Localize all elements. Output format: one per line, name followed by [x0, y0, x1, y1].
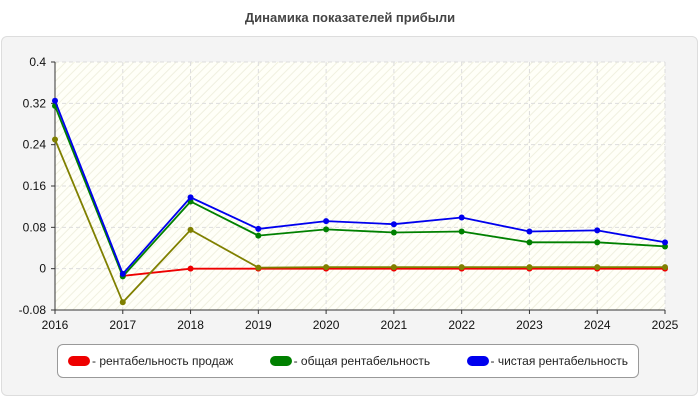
- series-point-1[interactable]: [458, 264, 465, 271]
- series-point-3[interactable]: [594, 227, 601, 234]
- y-tick-label: 0.32: [23, 96, 47, 110]
- legend-label-net: - чистая рентабельность: [490, 354, 628, 368]
- y-tick-label: 0.4: [29, 55, 46, 69]
- legend-swatch-blue: [466, 356, 489, 366]
- x-tick-label: 2023: [516, 318, 543, 332]
- series-point-1[interactable]: [255, 264, 262, 271]
- x-tick-label: 2024: [584, 318, 611, 332]
- legend-label-total: - общая рентабельность: [293, 354, 431, 368]
- legend-swatch-red: [68, 356, 90, 366]
- legend-item-total[interactable]: - общая рентабельность: [269, 354, 431, 368]
- series-point-1[interactable]: [526, 264, 533, 271]
- series-point-3[interactable]: [119, 270, 126, 277]
- series-point-1[interactable]: [52, 136, 58, 143]
- series-point-1[interactable]: [323, 264, 330, 271]
- series-line-1: [54, 139, 665, 304]
- series-point-1[interactable]: [662, 264, 668, 271]
- series-point-0[interactable]: [187, 265, 194, 272]
- series-point-2[interactable]: [662, 243, 668, 250]
- series-point-2[interactable]: [390, 229, 397, 236]
- series-line-3: [54, 100, 666, 276]
- series-point-1[interactable]: [187, 226, 194, 233]
- series-point-2[interactable]: [323, 226, 330, 233]
- series-point-1[interactable]: [390, 264, 397, 271]
- legend-item-sales[interactable]: - рентабельность продаж: [68, 354, 233, 368]
- y-tick-label: -0.08: [19, 303, 47, 317]
- series-point-2[interactable]: [526, 239, 533, 246]
- series-lines: [52, 97, 668, 306]
- series-line-2: [54, 105, 666, 279]
- x-tick-labels: 2016 2017 2018 2019 2020 2021 2022 2023 2024 2025: [42, 318, 679, 332]
- y-tick-label: 0.16: [23, 179, 47, 193]
- series-point-3[interactable]: [255, 225, 262, 232]
- y-tick-label: 0.08: [23, 220, 47, 234]
- series-point-3[interactable]: [390, 221, 397, 228]
- x-tick-label: 2019: [245, 318, 272, 332]
- x-tick-label: 2018: [177, 318, 204, 332]
- series-point-1[interactable]: [119, 299, 126, 306]
- legend-swatch-green: [269, 356, 292, 366]
- y-tick-label: 0.24: [23, 138, 47, 152]
- series-point-1[interactable]: [594, 264, 601, 271]
- series-point-3[interactable]: [323, 218, 330, 225]
- legend-item-net[interactable]: - чистая рентабельность: [466, 354, 628, 368]
- series-point-2[interactable]: [594, 239, 601, 246]
- series-point-2[interactable]: [458, 228, 465, 235]
- y-tick-label: 0: [39, 262, 46, 276]
- x-tick-label: 2021: [381, 318, 408, 332]
- x-tick-label: 2017: [109, 318, 136, 332]
- x-tick-label: 2025: [652, 318, 679, 332]
- x-tick-label: 2020: [313, 318, 340, 332]
- series-point-2[interactable]: [255, 232, 262, 239]
- series-point-3[interactable]: [187, 194, 194, 201]
- chart-title: Динамика показателей прибыли: [244, 10, 456, 25]
- series-point-3[interactable]: [526, 228, 533, 235]
- legend: - рентабельность продаж - общая рентабел…: [57, 344, 639, 378]
- x-tick-label: 2022: [448, 318, 475, 332]
- series-point-3[interactable]: [52, 97, 58, 104]
- x-tick-label: 2016: [42, 318, 69, 332]
- series-point-3[interactable]: [662, 239, 668, 246]
- legend-label-sales: - рентабельность продаж: [92, 354, 234, 368]
- series-point-3[interactable]: [458, 214, 465, 221]
- y-tick-labels: -0.08 0 0.08 0.16 0.24 0.32 0.4: [19, 55, 47, 317]
